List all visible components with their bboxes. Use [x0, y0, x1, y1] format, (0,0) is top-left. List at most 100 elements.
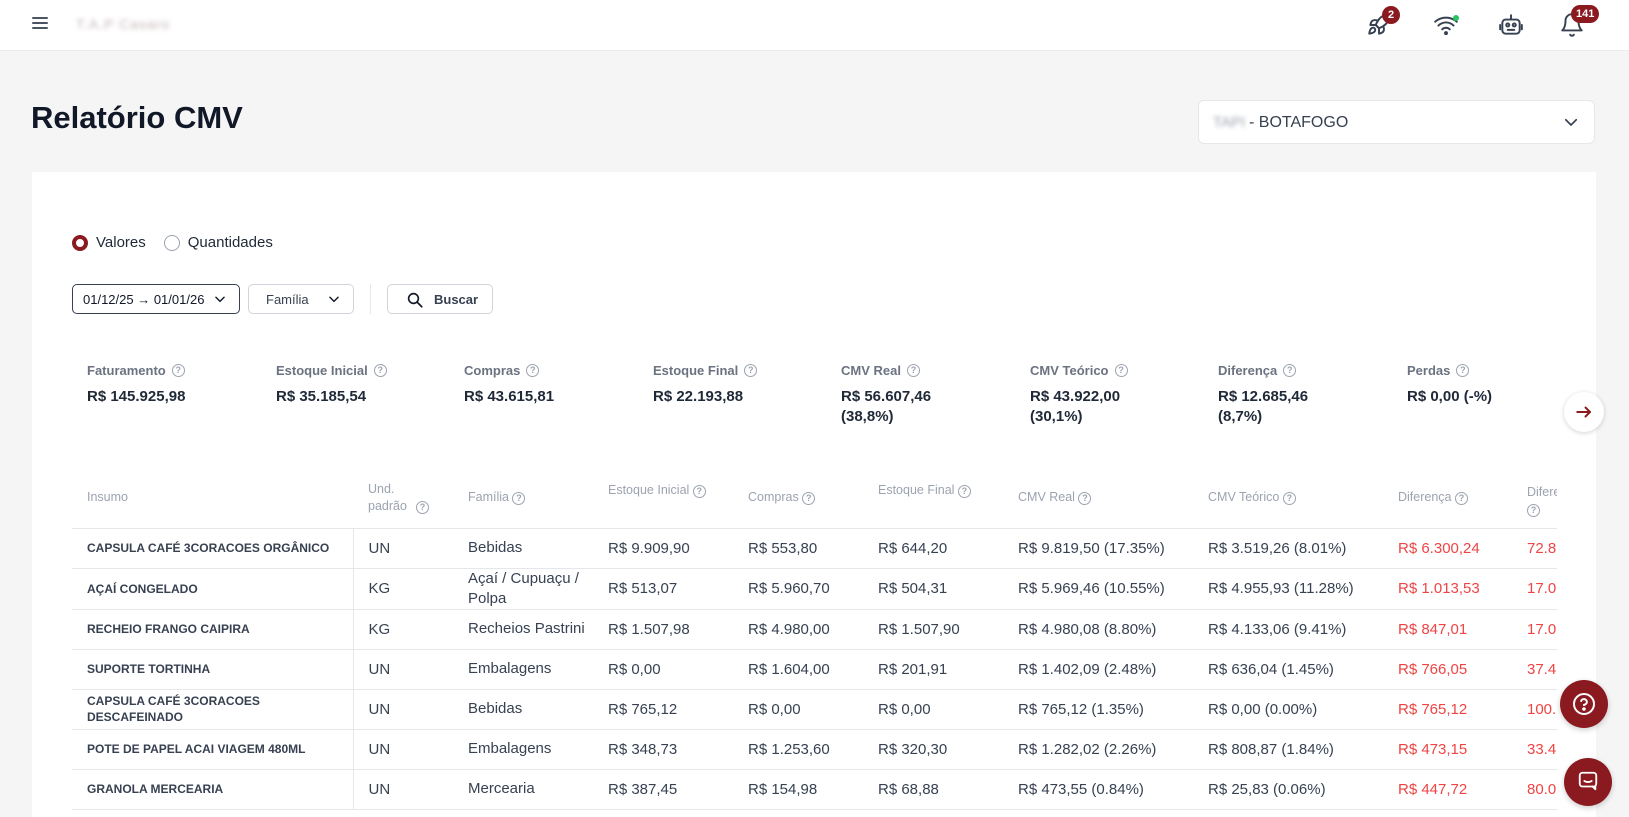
page-title: Relatório CMV [31, 100, 243, 135]
cell-insumo: AÇAÍ CONGELADO [72, 567, 354, 609]
cell-diferenca-pct: 37.4 [1512, 648, 1557, 689]
cell-cmv-teorico: R$ 0,00 (0.00%) [1193, 688, 1383, 729]
table-row[interactable]: CAPSULA CAFÉ 3CORACOES ORGÂNICO UN Bebidas… [72, 527, 1557, 568]
menu-icon[interactable] [32, 17, 50, 31]
cmv-table-container[interactable]: Insumo Und. padrão? Família ? Estoque In… [72, 468, 1557, 817]
cell-insumo: CAPSULA CAFÉ 3CORACOES ORGÂNICO [72, 527, 354, 568]
help-circle-icon[interactable]: ? [416, 500, 429, 514]
column-header-diferenca[interactable]: Diferença ? [1383, 468, 1512, 528]
cell-insumo: GRANOLA MERCEARIA [72, 768, 354, 810]
column-header-estoque-final[interactable]: Estoque Final ? [863, 468, 1003, 528]
column-header-cmv-real[interactable]: CMV Real ? [1003, 468, 1193, 528]
column-header-compras[interactable]: Compras ? [733, 468, 863, 528]
metric-label: Estoque Inicial [276, 363, 368, 378]
column-header-label: Diferença [1398, 490, 1452, 505]
date-range-picker[interactable]: 01/12/25 → 01/01/26 [72, 284, 240, 314]
metric-label: CMV Teórico [1030, 363, 1109, 378]
cell-familia: Mercearia [453, 768, 593, 810]
help-circle-icon[interactable]: ? [1283, 364, 1297, 377]
cell-und: UN [353, 688, 453, 729]
cell-estoque-inicial: R$ 348,73 [593, 728, 733, 769]
metric-label: Perdas [1407, 363, 1451, 378]
column-header-diferenca-pct[interactable]: Diferença? [1512, 468, 1557, 528]
column-header-und-padrao[interactable]: Und. padrão? [353, 468, 453, 528]
chat-button[interactable] [1564, 758, 1612, 806]
cell-familia: Embalagens [453, 728, 593, 769]
cell-diferenca: R$ 847,01 [1383, 608, 1512, 649]
cell-diferenca: R$ 447,72 [1383, 768, 1512, 810]
help-circle-icon[interactable]: ? [692, 485, 706, 498]
cell-compras: R$ 553,80 [733, 527, 863, 568]
metric-cmv-real: CMV Real? R$ 56.607,46 (38,8%) [841, 363, 961, 427]
bell-icon[interactable]: 141 [1559, 5, 1600, 40]
table-row[interactable]: POTE DE PAPEL ACAI VIAGEM 480ML UN Embalag… [72, 728, 1557, 769]
cell-insumo: RECHEIO FRANGO CAIPIRA [72, 608, 354, 649]
help-button[interactable] [1560, 680, 1608, 728]
brand-logo[interactable]: T.A.P Casaro [76, 16, 171, 32]
help-circle-icon[interactable]: ? [171, 364, 185, 377]
help-circle-icon[interactable]: ? [526, 364, 540, 377]
robot-icon[interactable] [1498, 12, 1526, 40]
metric-label: CMV Real [841, 363, 901, 378]
family-filter[interactable]: Família [248, 284, 354, 314]
cell-diferenca-pct: 33.4 [1512, 728, 1557, 769]
date-range-label: 01/12/25 → 01/01/26 [83, 291, 205, 307]
table-row[interactable]: CAPSULA CAFÉ 3CORACOES DESCAFEINADO UN Beb… [72, 688, 1557, 729]
cell-cmv-real: R$ 1.402,09 (2.48%) [1003, 648, 1193, 689]
cmv-table: Insumo Und. padrão? Família ? Estoque In… [72, 468, 1557, 810]
cell-diferenca: R$ 473,15 [1383, 728, 1512, 769]
metric-value: R$ 35.185,54 [276, 388, 367, 405]
table-row[interactable]: GRANOLA MERCEARIA UN Mercearia R$ 387,45 R$ … [72, 768, 1557, 810]
metric-value: R$ 12.685,46 (8,7%) [1218, 388, 1309, 425]
help-circle-icon[interactable]: ? [802, 492, 816, 506]
cell-compras: R$ 5.960,70 [733, 567, 863, 609]
radio-valores[interactable]: Valores [72, 234, 146, 251]
cell-compras: R$ 154,98 [733, 768, 863, 810]
column-header-cmv-teorico[interactable]: CMV Teórico ? [1193, 468, 1383, 528]
column-header-familia[interactable]: Família ? [453, 468, 593, 528]
help-circle-icon[interactable]: ? [1454, 492, 1468, 506]
column-header-label: Diferença [1527, 484, 1557, 499]
help-circle-icon[interactable]: ? [1078, 492, 1092, 506]
table-header-row: Insumo Und. padrão? Família ? Estoque In… [72, 468, 1557, 528]
cell-estoque-inicial: R$ 387,45 [593, 768, 733, 810]
cell-cmv-teorico: R$ 4.133,06 (9.41%) [1193, 608, 1383, 649]
help-circle-icon[interactable]: ? [906, 364, 920, 377]
help-circle-icon[interactable]: ? [1282, 492, 1296, 506]
cell-und: UN [353, 728, 453, 769]
rocket-badge: 2 [1382, 6, 1400, 24]
cell-estoque-inicial: R$ 9.909,90 [593, 527, 733, 568]
search-icon [407, 292, 423, 308]
table-row[interactable]: AÇAÍ CONGELADO KG Açaí / Cupuaçu / Polpa R$… [72, 567, 1557, 609]
search-button[interactable]: Buscar [387, 284, 493, 314]
store-select[interactable]: TAPI - BOTAFOGO [1198, 100, 1595, 144]
rocket-icon[interactable]: 2 [1366, 6, 1400, 40]
metrics-next-button[interactable] [1564, 392, 1604, 432]
wifi-icon[interactable] [1433, 12, 1461, 40]
metric-value: R$ 22.193,88 [653, 388, 744, 405]
help-circle-icon[interactable]: ? [1456, 364, 1470, 377]
column-header-estoque-inicial[interactable]: Estoque Inicial ? [593, 468, 733, 528]
cell-insumo: CAPSULA CAFÉ 3CORACOES DESCAFEINADO [72, 688, 354, 729]
column-header-label: Estoque Inicial [608, 483, 690, 497]
help-circle-icon[interactable]: ? [744, 364, 758, 377]
table-row[interactable]: SUPORTE TORTINHA UN Embalagens R$ 0,00 R$ 1.… [72, 648, 1557, 689]
radio-quantidades[interactable]: Quantidades [163, 234, 273, 251]
store-prefix: TAPI [1213, 114, 1246, 131]
cell-cmv-teorico: R$ 3.519,26 (8.01%) [1193, 527, 1383, 568]
table-row[interactable]: RECHEIO FRANGO CAIPIRA KG Recheios Pastrin… [72, 608, 1557, 649]
online-status-dot [1453, 15, 1459, 21]
radio-selected-icon [72, 234, 88, 251]
cell-estoque-inicial: R$ 1.507,98 [593, 608, 733, 649]
top-bar: T.A.P Casaro 2 141 [0, 0, 1629, 51]
column-header-label: CMV Teórico [1208, 490, 1280, 505]
mode-radio-group: Valores Quantidades [72, 234, 273, 251]
column-header-insumo[interactable]: Insumo [72, 468, 353, 528]
metric-value: R$ 43.615,81 [464, 388, 555, 405]
cell-estoque-final: R$ 201,91 [863, 648, 1003, 689]
help-circle-icon[interactable]: ? [957, 485, 971, 498]
help-circle-icon[interactable]: ? [373, 364, 387, 377]
help-circle-icon[interactable]: ? [1114, 364, 1128, 377]
help-circle-icon[interactable]: ? [512, 492, 526, 506]
help-circle-icon[interactable]: ? [1527, 503, 1540, 517]
